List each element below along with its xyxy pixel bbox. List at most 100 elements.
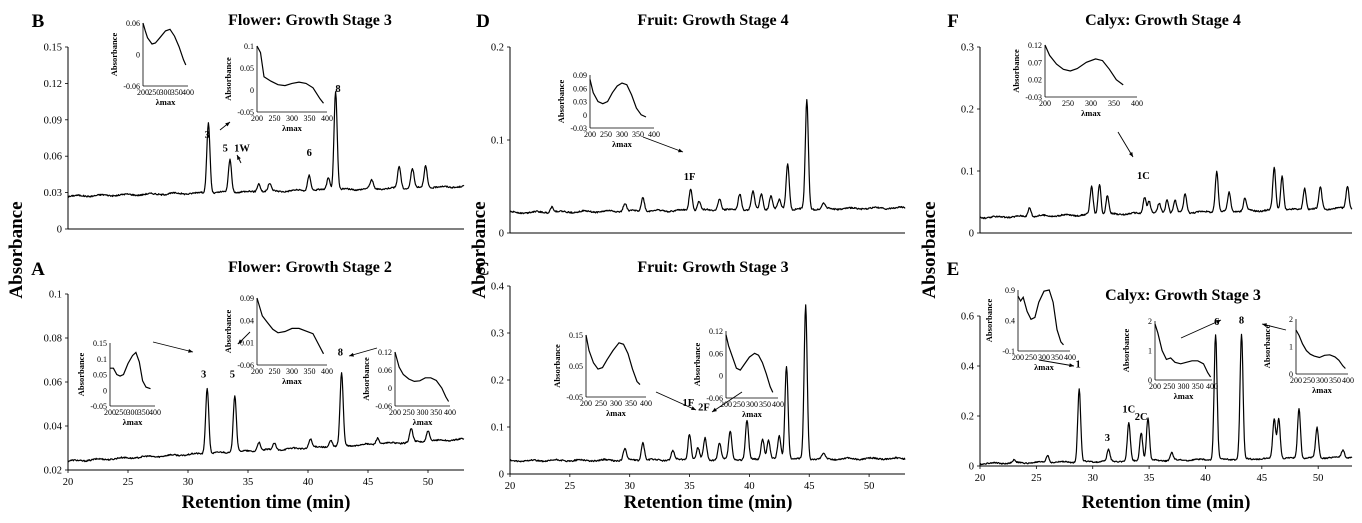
inset-y-tick-label: 0 bbox=[136, 51, 140, 60]
inset-x-tick-label: 250 bbox=[269, 367, 281, 376]
x-tick-label: 30 bbox=[624, 481, 635, 492]
inset-x-tick-label: 350 bbox=[1192, 382, 1204, 391]
inset-x-tick-label: 350 bbox=[171, 88, 183, 97]
arrow-head bbox=[1129, 152, 1133, 157]
inset-x-tick-label: 300 bbox=[746, 400, 758, 409]
inset-x-tick-label: 300 bbox=[286, 114, 298, 123]
inset-x-tick-label: 200 bbox=[251, 367, 263, 376]
x-tick-label: 50 bbox=[864, 481, 875, 492]
inset-y-tick-label: 0.05 bbox=[93, 371, 107, 380]
inset-x-label: λmax bbox=[606, 408, 627, 418]
inset-y-label: Absorbance bbox=[109, 33, 119, 77]
arrow-head bbox=[237, 155, 241, 160]
inset-x-label: λmax bbox=[282, 376, 303, 386]
x-tick-label: 25 bbox=[123, 477, 134, 488]
inset-spectrum-curve bbox=[589, 79, 647, 118]
panel-letter-e: E bbox=[947, 259, 960, 280]
y-tick-label: 0.04 bbox=[44, 422, 63, 433]
inset-x-tick-label: 350 bbox=[1108, 99, 1120, 108]
inset-x-tick-label: 300 bbox=[286, 367, 298, 376]
pointer-arrow bbox=[655, 391, 697, 411]
y-tick-label: 0.1 bbox=[491, 136, 504, 147]
y-tick-label: 0.02 bbox=[44, 466, 62, 477]
chromatogram-line-a bbox=[67, 372, 465, 463]
inset-x-tick-label: 400 bbox=[1342, 376, 1354, 385]
inset-y-label: Absorbance bbox=[223, 57, 233, 101]
inset-y-label: Absorbance bbox=[1262, 325, 1272, 369]
inset-x-tick-label: 400 bbox=[321, 114, 333, 123]
inset-x-tick-label: 200 bbox=[137, 88, 149, 97]
y-axis-title: Absorbance bbox=[919, 201, 940, 298]
y-tick-label: 0.2 bbox=[491, 43, 504, 54]
inset-x-tick-label: 250 bbox=[600, 130, 612, 139]
inset-x-label: λmax bbox=[1034, 362, 1055, 372]
y-tick-label: 0.2 bbox=[491, 376, 504, 387]
x-tick-label: 20 bbox=[975, 473, 986, 484]
y-tick-label: 0.2 bbox=[961, 412, 974, 423]
y-tick-label: 0.3 bbox=[491, 329, 504, 340]
arrow-head bbox=[349, 352, 354, 357]
panel-letter-d: D bbox=[476, 11, 490, 32]
pointer-arrow bbox=[1038, 359, 1075, 367]
inset-y-label: Absorbance bbox=[223, 310, 233, 354]
inset-y-tick-label: 0 bbox=[1148, 376, 1152, 385]
inset-x-tick-label: 250 bbox=[115, 408, 127, 417]
peak-label: 6 bbox=[307, 148, 312, 159]
inset-x-tick-label: 350 bbox=[625, 399, 637, 408]
inset-x-tick-label: 250 bbox=[269, 114, 281, 123]
inset-y-tick-label: 1 bbox=[1148, 347, 1152, 356]
inset-y-tick-label: -0.06 bbox=[706, 394, 723, 403]
inset-y-tick-label: -0.05 bbox=[566, 393, 583, 402]
peak-label: 3 bbox=[1105, 433, 1110, 444]
inset-x-tick-label: 250 bbox=[148, 88, 160, 97]
inset-x-tick-label: 300 bbox=[1178, 382, 1190, 391]
inset-y-label: Absorbance bbox=[1011, 49, 1021, 93]
x-tick-label: 40 bbox=[744, 481, 755, 492]
inset-y-tick-label: 0.03 bbox=[573, 98, 587, 107]
x-axis-title: Retention time (min) bbox=[1082, 492, 1251, 513]
panel-a: A Flower: Growth Stage 2 0.02 0.04 0.06 0.08 0… bbox=[31, 259, 465, 488]
arrow-head bbox=[1069, 363, 1074, 368]
inset-x-tick-label: 250 bbox=[403, 408, 415, 417]
inset-x-tick-label: 400 bbox=[444, 408, 456, 417]
inset-y-tick-label: -0.05 bbox=[90, 402, 107, 411]
arrow-head bbox=[691, 406, 696, 410]
inset-y-tick-label: 0.04 bbox=[240, 316, 254, 325]
inset-x-label: λmax bbox=[156, 97, 177, 107]
x-tick-label: 30 bbox=[183, 477, 194, 488]
inset-y-tick-label: 0 bbox=[103, 386, 107, 395]
inset-spectrum-curve bbox=[394, 351, 450, 402]
x-tick-label: 45 bbox=[804, 481, 815, 492]
chromatogram-line-d bbox=[509, 99, 906, 215]
inset-y-tick-label: 0.12 bbox=[1028, 41, 1042, 50]
inset-x-tick-label: 200 bbox=[1012, 353, 1024, 362]
inset-x-label: λmax bbox=[123, 417, 144, 427]
pointer-arrow bbox=[1180, 319, 1222, 339]
y-tick-label: 0.08 bbox=[44, 334, 62, 345]
panel-title-d: Fruit: Growth Stage 4 bbox=[637, 12, 788, 29]
y-tick-label: 0 bbox=[969, 229, 974, 240]
inset-y-tick-label: 0.06 bbox=[573, 84, 587, 93]
inset-x-label: λmax bbox=[742, 409, 763, 419]
inset-y-tick-label: 0.05 bbox=[569, 362, 583, 371]
y-tick-label: 0.4 bbox=[491, 282, 505, 293]
inset-x-tick-label: 200 bbox=[1149, 382, 1161, 391]
peak-label: 2C bbox=[1135, 412, 1148, 423]
inset-y-tick-label: -0.06 bbox=[375, 402, 392, 411]
panel-letter-f: F bbox=[947, 11, 959, 32]
inset-y-tick-label: 0.1 bbox=[244, 42, 254, 51]
panel-d: D Fruit: Growth Stage 400.10.21F0.090.060… bbox=[476, 11, 906, 240]
chromatogram-line-f bbox=[979, 166, 1353, 220]
inset-y-tick-label: 2 bbox=[1289, 315, 1293, 324]
inset-x-tick-label: 300 bbox=[417, 408, 429, 417]
inset-x-tick-label: 350 bbox=[632, 130, 644, 139]
y-tick-label: 0.3 bbox=[961, 43, 974, 54]
x-axis-title: Retention time (min) bbox=[624, 492, 793, 513]
inset-x-tick-label: 350 bbox=[759, 400, 771, 409]
